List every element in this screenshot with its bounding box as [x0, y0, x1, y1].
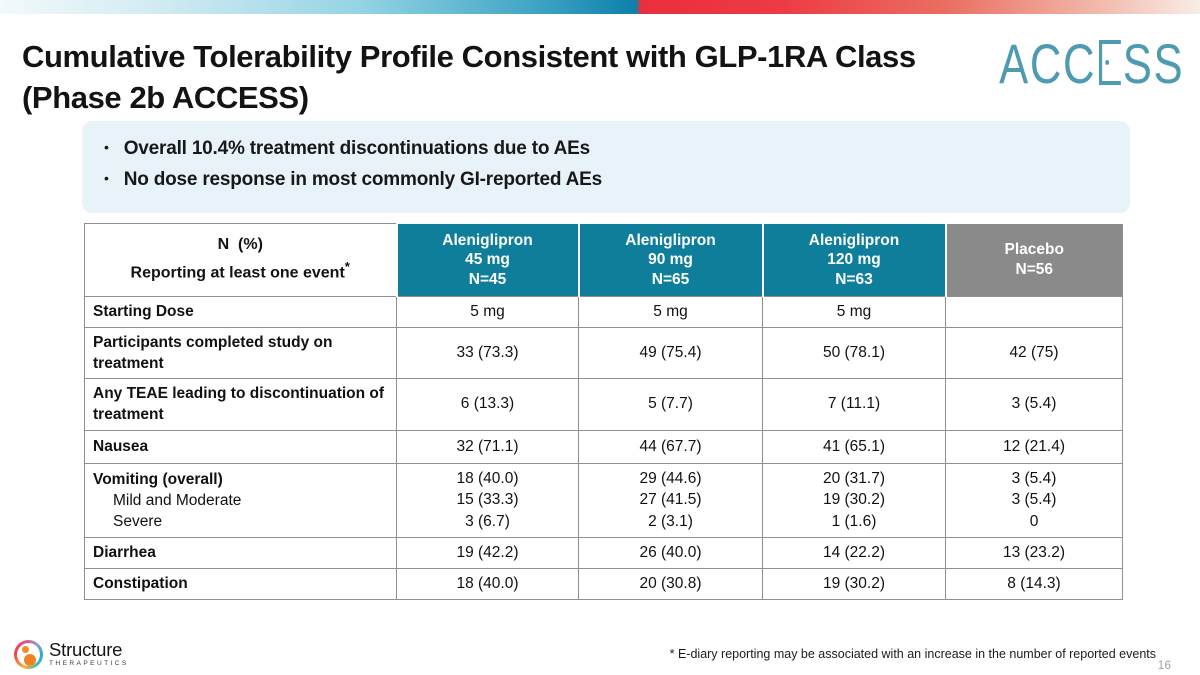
header-row-label-cell: N (%) Reporting at least one event* — [84, 222, 397, 297]
table-row-constipation: Constipation 18 (40.0) 20 (30.8) 19 (30.… — [84, 567, 1123, 600]
value-cell: 26 (40.0) — [578, 536, 763, 569]
adverse-events-table: N (%) Reporting at least one event* Alen… — [84, 222, 1123, 600]
slide-title-line1: Cumulative Tolerability Profile Consiste… — [22, 39, 916, 74]
table-row-starting-dose: Starting Dose 5 mg 5 mg 5 mg — [84, 295, 1123, 328]
value-cell: 5 mg — [762, 295, 946, 328]
table-row-completed-study: Participants completed study on treatmen… — [84, 326, 1123, 379]
value-cell: 3 (5.4) — [945, 377, 1123, 431]
slide-title: Cumulative Tolerability Profile Consiste… — [22, 36, 916, 118]
row-label: Vomiting (overall) Mild and Moderate Sev… — [84, 462, 397, 538]
header-reporting: Reporting at least one event* — [130, 259, 350, 282]
callout-bullet-1: • Overall 10.4% treatment discontinuatio… — [104, 138, 1130, 160]
callout-bullet-2: • No dose response in most commonly GI-r… — [104, 169, 1130, 191]
slide-title-line2: (Phase 2b ACCESS) — [22, 80, 309, 115]
key-points-callout: • Overall 10.4% treatment discontinuatio… — [82, 121, 1130, 213]
value-cell: 3 (5.4) 3 (5.4) 0 — [945, 462, 1123, 538]
structure-therapeutics-logo: Structure THERAPEUTICS — [14, 640, 129, 669]
value-cell: 20 (30.8) — [578, 567, 763, 600]
value-cell — [945, 295, 1123, 328]
value-cell: 41 (65.1) — [762, 429, 946, 464]
footnote-asterisk: * — [344, 259, 350, 275]
value-cell: 49 (75.4) — [578, 326, 763, 379]
table-row-diarrhea: Diarrhea 19 (42.2) 26 (40.0) 14 (22.2) 1… — [84, 536, 1123, 569]
access-door-e-icon — [1098, 39, 1121, 85]
table-row-vomiting: Vomiting (overall) Mild and Moderate Sev… — [84, 462, 1123, 538]
value-cell: 18 (40.0) 15 (33.3) 3 (6.7) — [396, 462, 579, 538]
row-label: Constipation — [84, 567, 397, 600]
bullet-icon: • — [104, 170, 109, 186]
value-cell: 44 (67.7) — [578, 429, 763, 464]
value-cell: 29 (44.6) 27 (41.5) 2 (3.1) — [578, 462, 763, 538]
table-header-row: N (%) Reporting at least one event* Alen… — [84, 222, 1123, 297]
column-header-aleniglipron-90: Aleniglipron 90 mg N=65 — [577, 222, 764, 297]
access-logo-text-left: ACC — [999, 32, 1096, 95]
column-header-aleniglipron-120: Aleniglipron 120 mg N=63 — [761, 222, 947, 297]
value-cell: 14 (22.2) — [762, 536, 946, 569]
value-cell: 5 (7.7) — [578, 377, 763, 431]
column-header-aleniglipron-45: Aleniglipron 45 mg N=45 — [395, 222, 580, 297]
table-row-teae-discontinuation: Any TEAE leading to discontinuation of t… — [84, 377, 1123, 431]
access-logo: ACC SS — [999, 36, 1184, 92]
row-label: Participants completed study on treatmen… — [84, 326, 397, 379]
value-cell: 20 (31.7) 19 (30.2) 1 (1.6) — [762, 462, 946, 538]
callout-bullet-2-text: No dose response in most commonly GI-rep… — [123, 169, 603, 190]
structure-logo-name: Structure — [49, 638, 123, 660]
value-cell: 12 (21.4) — [945, 429, 1123, 464]
value-cell: 6 (13.3) — [396, 377, 579, 431]
value-cell: 7 (11.1) — [762, 377, 946, 431]
value-cell: 19 (30.2) — [762, 567, 946, 600]
structure-logo-text: Structure THERAPEUTICS — [49, 638, 129, 668]
value-cell: 42 (75) — [945, 326, 1123, 379]
row-sublabel: Mild and Moderate — [113, 491, 242, 509]
structure-logo-inner — [17, 643, 40, 666]
callout-bullet-1-text: Overall 10.4% treatment discontinuations… — [123, 138, 591, 159]
value-cell: 33 (73.3) — [396, 326, 579, 379]
value-cell: 13 (23.2) — [945, 536, 1123, 569]
column-header-placebo: Placebo N=56 — [944, 222, 1123, 297]
value-cell: 5 mg — [578, 295, 763, 328]
value-cell: 32 (71.1) — [396, 429, 579, 464]
value-cell: 5 mg — [396, 295, 579, 328]
slide-footnote: * E-diary reporting may be associated wi… — [669, 647, 1156, 661]
structure-logo-icon — [14, 640, 43, 669]
value-cell: 18 (40.0) — [396, 567, 579, 600]
logo-body-dot-icon — [24, 654, 36, 666]
value-cell: 19 (42.2) — [396, 536, 579, 569]
table-row-nausea: Nausea 32 (71.1) 44 (67.7) 41 (65.1) 12 … — [84, 429, 1123, 464]
row-sublabel: Severe — [113, 512, 163, 530]
door-knob-icon — [1104, 59, 1109, 65]
value-cell: 50 (78.1) — [762, 326, 946, 379]
row-label: Any TEAE leading to discontinuation of t… — [84, 377, 397, 431]
row-label: Starting Dose — [84, 295, 397, 328]
bullet-icon: • — [104, 139, 109, 155]
page-number: 16 — [1157, 658, 1171, 672]
value-cell: 8 (14.3) — [945, 567, 1123, 600]
structure-logo-subname: THERAPEUTICS — [49, 660, 129, 668]
row-label: Nausea — [84, 429, 397, 464]
header-n-pct: N (%) — [217, 236, 263, 254]
access-logo-text-right: SS — [1122, 32, 1184, 95]
top-gradient-bar — [0, 0, 1200, 14]
logo-head-dot-icon — [22, 646, 29, 653]
row-label: Diarrhea — [84, 536, 397, 569]
